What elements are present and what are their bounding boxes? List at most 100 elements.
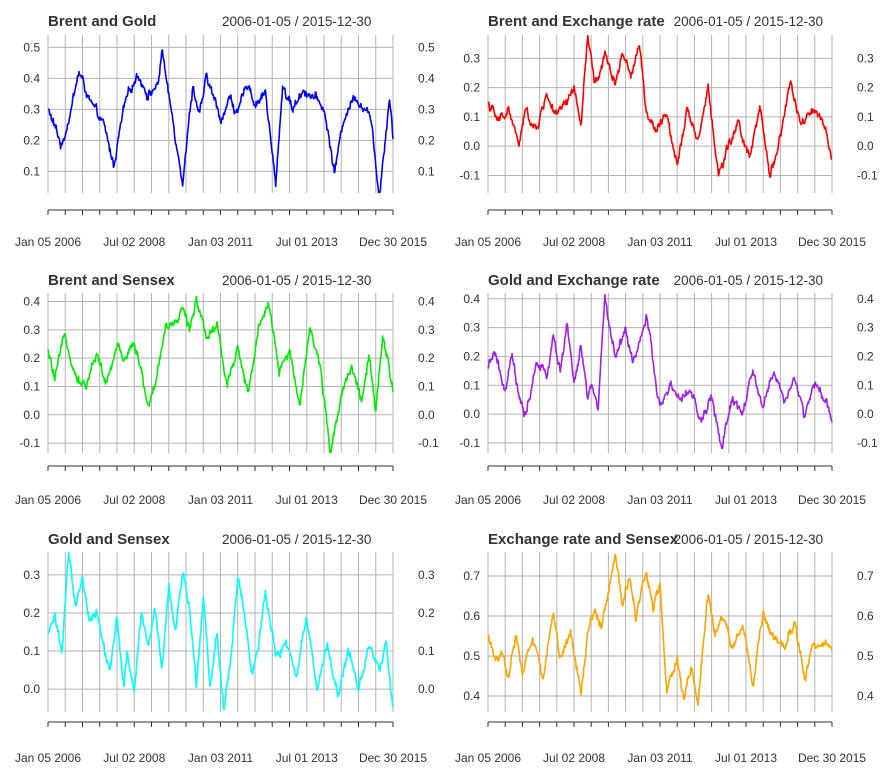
x-tick-label: Jan 05 2006 xyxy=(15,493,81,507)
y-tick-label-right: 0.4 xyxy=(418,71,435,85)
x-tick-label: Jul 01 2013 xyxy=(276,751,338,765)
x-tick-label: Jan 05 2006 xyxy=(455,493,521,507)
x-tick-label: Jul 02 2008 xyxy=(103,235,165,249)
y-tick-label-left: 0.3 xyxy=(23,568,40,582)
x-tick-label: Dec 30 2015 xyxy=(798,493,866,507)
y-tick-label-right: 0.3 xyxy=(418,323,435,337)
y-tick-label-right: 0.6 xyxy=(857,609,874,623)
x-tick-label: Jul 02 2008 xyxy=(543,235,605,249)
y-tick-label-right: 0.3 xyxy=(857,51,874,65)
y-tick-label-left: -0.1 xyxy=(19,436,40,450)
x-tick-label: Jan 03 2011 xyxy=(627,751,692,765)
y-tick-label-left: 0.1 xyxy=(23,644,40,658)
x-tick-label: Jul 02 2008 xyxy=(103,493,165,507)
y-tick-label-left: 0.2 xyxy=(23,606,40,620)
y-tick-label-left: 0.7 xyxy=(463,569,480,583)
y-tick-label-left: 0.0 xyxy=(23,408,40,422)
y-tick-label-left: -0.1 xyxy=(459,168,480,182)
series-line xyxy=(487,553,833,707)
y-tick-label-left: 0.0 xyxy=(23,682,40,696)
y-tick-label-right: 0.0 xyxy=(418,682,435,696)
chart-panel-1: 0.1 0.1 0.2 0.2 0.3 0.3 0.4 0.4 0.5 0.5 Jan 05 200… xyxy=(15,13,435,249)
x-tick-label: Jan 03 2011 xyxy=(188,493,253,507)
chart-title: Gold and Exchange rate xyxy=(488,272,660,289)
y-tick-label-right: 0.0 xyxy=(857,139,874,153)
x-tick-label: Jan 03 2011 xyxy=(188,751,253,765)
x-tick-label: Dec 30 2015 xyxy=(359,235,427,249)
date-range-label: 2006-01-05 / 2015-12-30 xyxy=(222,273,371,288)
chart-title: Brent and Gold xyxy=(48,13,156,30)
y-tick-label-right: 0.1 xyxy=(418,164,435,178)
x-tick-label: Dec 30 2015 xyxy=(798,751,866,765)
y-tick-label-left: 0.2 xyxy=(23,133,40,147)
y-tick-label-left: 0.1 xyxy=(463,378,480,392)
y-tick-label-left: 0.4 xyxy=(463,689,480,703)
y-tick-label-right: 0.1 xyxy=(418,379,435,393)
y-tick-label-right: -0.1 xyxy=(857,168,878,182)
chart-title: Gold and Sensex xyxy=(48,531,170,548)
y-tick-label-left: 0.5 xyxy=(463,649,480,663)
y-tick-label-right: 0.4 xyxy=(418,294,435,308)
y-tick-label-left: 0.3 xyxy=(463,51,480,65)
y-tick-label-right: 0.3 xyxy=(418,568,435,582)
y-tick-label-right: 0.2 xyxy=(857,349,874,363)
date-range-label: 2006-01-05 / 2015-12-30 xyxy=(674,14,823,29)
y-tick-label-right: -0.1 xyxy=(857,436,878,450)
y-tick-label-left: 0.0 xyxy=(463,139,480,153)
y-tick-label-right: 0.1 xyxy=(418,644,435,658)
chart-panel-4: -0.1 -0.1 0.0 0.0 0.1 0.1 0.2 0.2 0.3 0.3 0.4 0.4 Ja… xyxy=(455,272,878,507)
series-line xyxy=(487,293,833,450)
x-tick-label: Jul 01 2013 xyxy=(715,493,777,507)
x-tick-label: Jul 02 2008 xyxy=(103,751,165,765)
y-tick-label-right: 0.3 xyxy=(418,102,435,116)
y-tick-label-left: 0.4 xyxy=(463,292,480,306)
chart-panel-3: -0.1 -0.1 0.0 0.0 0.1 0.1 0.2 0.2 0.3 0.3 0.4 0.4 Ja… xyxy=(15,272,439,507)
y-tick-label-left: 0.0 xyxy=(463,407,480,421)
y-tick-label-right: 0.2 xyxy=(418,606,435,620)
chart-title: Exchange rate and Sensex xyxy=(488,531,679,548)
y-tick-label-left: 0.3 xyxy=(463,321,480,335)
chart-title: Brent and Sensex xyxy=(48,272,175,289)
series-line xyxy=(487,34,833,179)
y-tick-label-left: 0.5 xyxy=(23,40,40,54)
y-tick-label-left: -0.1 xyxy=(459,436,480,450)
y-tick-label-right: 0.5 xyxy=(418,40,435,54)
y-tick-label-right: 0.1 xyxy=(857,378,874,392)
date-range-label: 2006-01-05 / 2015-12-30 xyxy=(222,14,371,29)
x-tick-label: Jan 03 2011 xyxy=(627,493,692,507)
y-tick-label-left: 0.3 xyxy=(23,323,40,337)
x-tick-label: Jan 03 2011 xyxy=(188,235,253,249)
y-tick-label-left: 0.2 xyxy=(463,81,480,95)
x-tick-label: Jan 05 2006 xyxy=(455,235,521,249)
y-tick-label-left: 0.2 xyxy=(463,349,480,363)
y-tick-label-left: 0.6 xyxy=(463,609,480,623)
x-tick-label: Jan 05 2006 xyxy=(455,751,521,765)
x-tick-label: Dec 30 2015 xyxy=(359,751,427,765)
y-tick-label-right: 0.0 xyxy=(418,408,435,422)
chart-panel-5: 0.0 0.0 0.1 0.1 0.2 0.2 0.3 0.3 Jan 05 2006 Jul 0… xyxy=(15,531,435,765)
series-line xyxy=(47,551,394,712)
y-tick-label-right: 0.5 xyxy=(857,649,874,663)
y-tick-label-left: 0.1 xyxy=(23,379,40,393)
date-range-label: 2006-01-05 / 2015-12-30 xyxy=(674,532,823,547)
y-tick-label-right: 0.7 xyxy=(857,569,874,583)
y-tick-label-left: 0.4 xyxy=(23,294,40,308)
series-line xyxy=(47,49,394,194)
y-tick-label-right: 0.2 xyxy=(418,133,435,147)
chart-panel-2: -0.1 -0.1 0.0 0.0 0.1 0.1 0.2 0.2 0.3 0.3 Jan 05 2… xyxy=(455,13,878,249)
x-tick-label: Jan 03 2011 xyxy=(627,235,692,249)
y-tick-label-left: 0.1 xyxy=(463,110,480,124)
date-range-label: 2006-01-05 / 2015-12-30 xyxy=(674,273,823,288)
x-tick-label: Dec 30 2015 xyxy=(798,235,866,249)
x-tick-label: Jul 01 2013 xyxy=(715,235,777,249)
x-tick-label: Dec 30 2015 xyxy=(359,493,427,507)
x-tick-label: Jul 01 2013 xyxy=(276,493,338,507)
y-tick-label-right: 0.4 xyxy=(857,292,874,306)
y-tick-label-right: 0.4 xyxy=(857,689,874,703)
series-line xyxy=(47,295,394,454)
y-tick-label-left: 0.2 xyxy=(23,351,40,365)
y-tick-label-right: -0.1 xyxy=(418,436,439,450)
y-tick-label-left: 0.4 xyxy=(23,71,40,85)
date-range-label: 2006-01-05 / 2015-12-30 xyxy=(222,532,371,547)
